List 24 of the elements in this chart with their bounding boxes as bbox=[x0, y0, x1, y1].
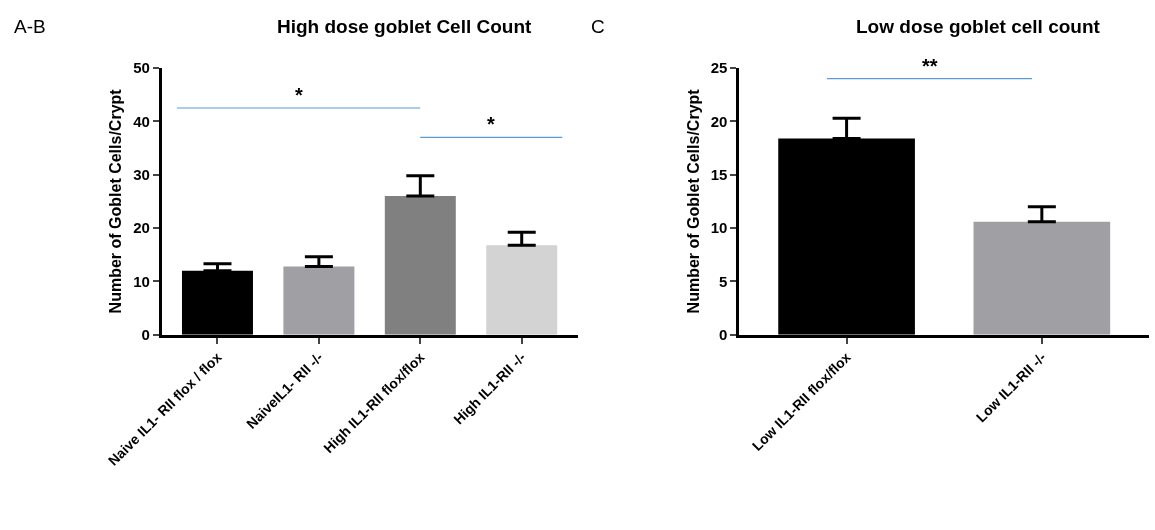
text: C bbox=[591, 16, 605, 37]
y-tick-label: 40 bbox=[133, 112, 150, 130]
y-tick-label: 25 bbox=[710, 59, 728, 77]
y-tick-label: 5 bbox=[719, 272, 728, 290]
y-tick-label: 15 bbox=[710, 165, 728, 183]
y-tick-label: 10 bbox=[133, 272, 150, 290]
text: A-B bbox=[14, 16, 46, 37]
y-tick-label: 0 bbox=[719, 326, 728, 344]
annotation: ** bbox=[922, 55, 938, 77]
y-tick-label: 50 bbox=[133, 59, 150, 77]
bar bbox=[283, 266, 355, 335]
chart-title: High dose goblet Cell Count bbox=[277, 16, 533, 37]
chart-title: Low dose goblet cell count bbox=[856, 16, 1101, 37]
bar bbox=[384, 196, 456, 335]
annotation: * bbox=[487, 113, 495, 135]
y-tick-label: 30 bbox=[133, 165, 150, 183]
y-tick-label: 0 bbox=[141, 326, 150, 344]
bar bbox=[486, 245, 558, 335]
y-tick-label: 20 bbox=[710, 112, 728, 130]
annotation: * bbox=[295, 84, 303, 106]
y-axis-title: Number of Goblet Cells/Crypt bbox=[107, 88, 125, 314]
y-axis-title: Number of Goblet Cells/Crypt bbox=[684, 88, 702, 314]
y-tick-label: 20 bbox=[133, 219, 150, 237]
y-tick-label: 10 bbox=[710, 219, 728, 237]
